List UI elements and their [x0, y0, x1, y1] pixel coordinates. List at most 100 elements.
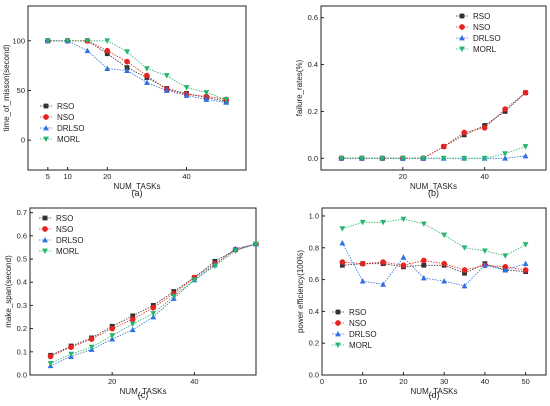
- y-tick-label: 0: [21, 136, 25, 145]
- panel-caption: (c): [138, 390, 149, 400]
- data-point-morl: [420, 221, 427, 227]
- data-point-nso: [461, 267, 468, 273]
- legend-label-nso: NSO: [56, 225, 73, 234]
- data-point-morl: [359, 155, 365, 162]
- y-axis-title: power efficiency(100%): [296, 250, 305, 333]
- data-point-morl: [441, 232, 448, 239]
- data-point-drlso: [183, 92, 190, 98]
- y-tick-label: 0.0: [308, 154, 318, 163]
- y-tick-label: 0.4: [17, 278, 27, 287]
- x-tick-label: 40: [182, 172, 190, 181]
- x-tick-label: 40: [480, 172, 488, 181]
- data-point-morl: [420, 155, 427, 162]
- series-line-morl: [342, 218, 526, 257]
- x-tick-label: 10: [359, 377, 367, 386]
- legend-label-rso: RSO: [56, 214, 73, 223]
- data-point-morl: [380, 219, 386, 226]
- data-point-morl: [253, 241, 259, 247]
- data-point-nso: [88, 336, 95, 342]
- y-tick-label: 0.4: [308, 60, 318, 69]
- data-point-drlso: [150, 314, 157, 320]
- x-tick-label: 5: [46, 172, 50, 181]
- data-point-drlso: [84, 47, 91, 54]
- legend-label-morl: MORL: [57, 135, 81, 144]
- data-point-nso: [68, 344, 74, 351]
- legend: RSO NSO DRLSO MORL: [454, 10, 501, 55]
- panel-caption: (a): [132, 188, 143, 198]
- x-tick-label: 30: [440, 377, 448, 386]
- legend-label-nso: NSO: [349, 319, 366, 328]
- data-point-nso: [129, 316, 136, 323]
- data-point-drlso: [400, 254, 407, 260]
- data-point-morl: [183, 85, 190, 91]
- data-point-nso: [124, 58, 130, 65]
- x-tick-label: 40: [481, 377, 489, 386]
- x-tick-label: 50: [521, 377, 529, 386]
- data-point-drlso: [359, 278, 366, 284]
- data-point-morl: [481, 155, 488, 162]
- data-point-nso: [144, 72, 150, 79]
- legend-label-morl: MORL: [473, 45, 497, 54]
- legend-swatch-marker: [43, 114, 49, 120]
- legend: RSO NSO DRLSO MORL: [38, 100, 85, 145]
- data-point-morl: [502, 253, 509, 259]
- data-point-morl: [104, 38, 111, 44]
- series-line-rso: [342, 263, 526, 274]
- data-point-morl: [399, 155, 406, 162]
- series-line-rso: [341, 92, 526, 159]
- data-point-morl: [461, 155, 468, 162]
- data-point-drlso: [482, 262, 488, 268]
- data-point-morl: [170, 293, 177, 300]
- x-tick-label: 20: [399, 172, 407, 181]
- data-point-morl: [379, 155, 386, 162]
- data-point-morl: [129, 321, 136, 327]
- y-tick-label: 0.7: [17, 208, 27, 217]
- data-point-nso: [440, 143, 447, 150]
- data-point-morl: [44, 38, 51, 44]
- data-point-nso: [150, 304, 157, 311]
- x-axis-title: NUM_TASKs: [410, 182, 457, 191]
- panel-caption: (b): [428, 188, 439, 198]
- legend: RSO NSO DRLSO MORL: [37, 212, 84, 257]
- x-axis-title: NUM_TASKs: [411, 387, 458, 396]
- y-tick-label: 0.6: [17, 231, 27, 240]
- y-tick-label: 0.2: [17, 324, 27, 333]
- series-line-drlso: [47, 40, 227, 103]
- data-point-morl: [68, 351, 74, 358]
- legend-swatch-marker: [43, 103, 49, 109]
- data-point-nso: [400, 262, 407, 269]
- legend-label-drlso: DRLSO: [57, 124, 85, 133]
- plot-frame: [320, 5, 547, 171]
- data-point-morl: [88, 344, 95, 351]
- series-line-morl: [47, 40, 227, 100]
- plot-frame: [321, 207, 547, 376]
- panel-c: 0.0 0.1 0.2 0.3 0.4 0.5 0.6 0.7 20 40 NUM_TASKs mak…: [4, 207, 259, 400]
- data-point-morl: [339, 226, 346, 232]
- data-point-drlso: [109, 336, 116, 342]
- data-point-nso: [481, 124, 488, 131]
- data-point-morl: [150, 311, 157, 317]
- legend-label-rso: RSO: [349, 308, 366, 317]
- data-point-nso: [109, 325, 116, 332]
- y-tick-label: 0.4: [309, 307, 319, 316]
- data-point-nso: [380, 259, 386, 265]
- data-point-rso: [421, 262, 427, 268]
- legend-swatch-marker: [335, 309, 341, 315]
- panel-d: 0.0 0.2 0.4 0.6 0.8 1.0 0 10 20 30 40 50 NUM_TASKs po…: [296, 207, 547, 400]
- data-point-morl: [400, 216, 407, 223]
- series-line-nso: [50, 243, 257, 357]
- data-point-morl: [84, 38, 91, 44]
- x-tick-label: 40: [190, 377, 198, 386]
- data-point-drlso: [502, 267, 509, 273]
- legend-swatch-marker: [335, 320, 341, 326]
- x-axis-title: NUM_TASKs: [114, 182, 161, 191]
- data-point-drlso: [380, 281, 386, 287]
- y-tick-label: 50: [17, 86, 25, 95]
- panel-a: 0 50 100 5 10 20 40 NUM_TASKs time_of_misson(sec…: [2, 5, 247, 198]
- legend-label-rso: RSO: [473, 12, 490, 21]
- data-point-morl: [482, 248, 488, 254]
- y-axis-title: make_span(second): [4, 255, 13, 328]
- data-point-morl: [232, 248, 239, 254]
- x-tick-label: 20: [108, 377, 116, 386]
